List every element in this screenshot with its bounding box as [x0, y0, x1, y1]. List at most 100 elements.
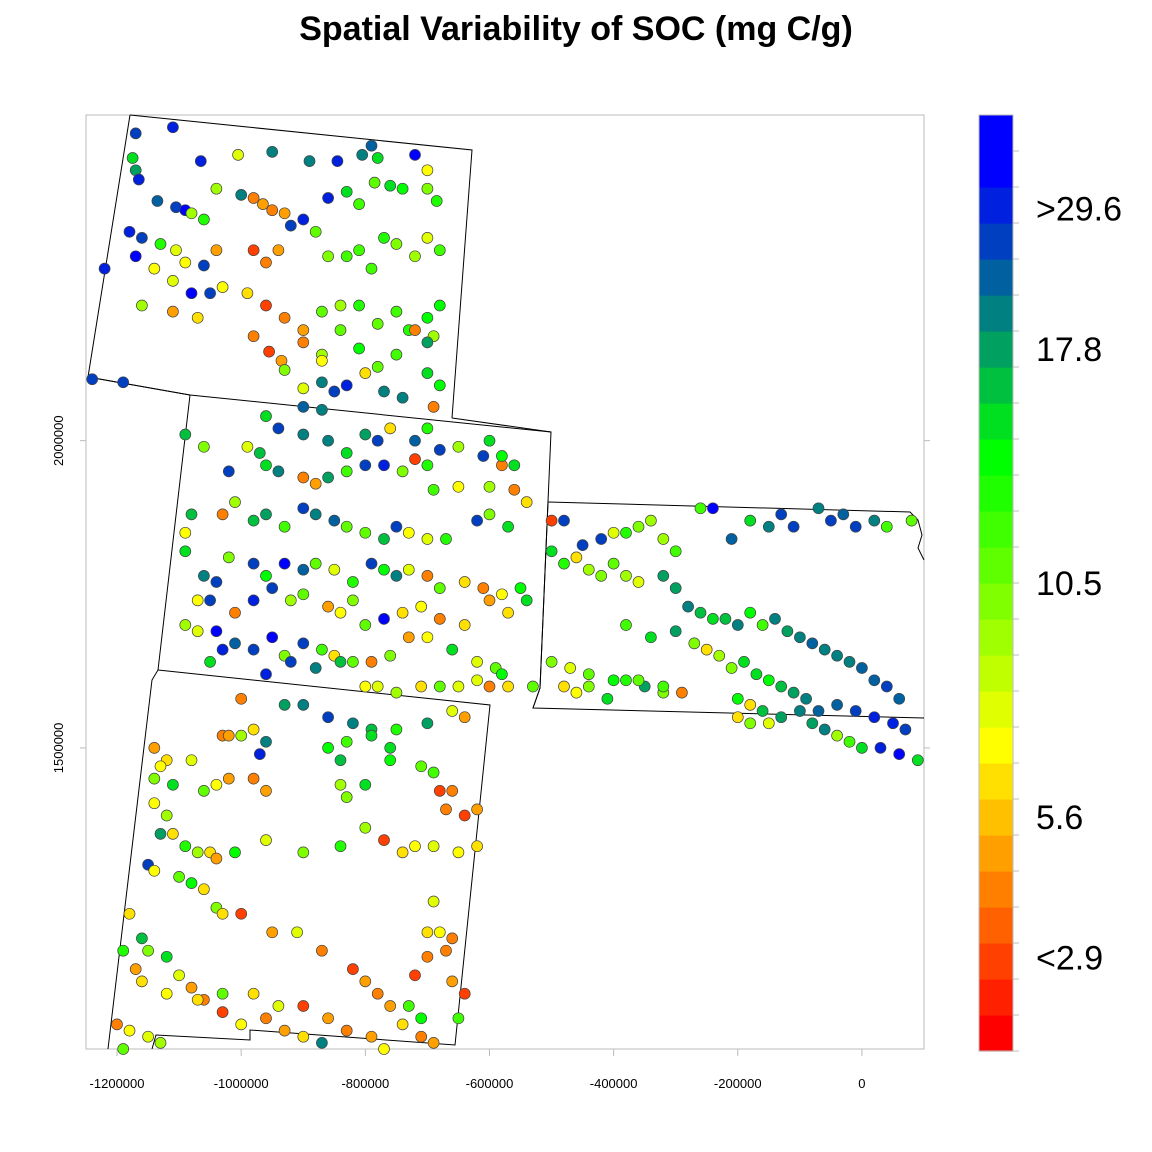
soc-sample-point	[340, 465, 353, 478]
soc-sample-point	[502, 680, 514, 693]
soc-sample-point	[297, 336, 310, 349]
soc-sample-point	[222, 465, 235, 478]
soc-sample-point	[241, 440, 254, 453]
soc-sample-point	[253, 748, 266, 760]
soc-sample-point	[508, 483, 521, 496]
soc-sample-point	[216, 907, 229, 920]
soc-sample-point	[347, 594, 359, 607]
soc-sample-point	[440, 944, 452, 957]
soc-sample-point	[316, 1037, 328, 1049]
soc-sample-point	[179, 840, 192, 853]
soc-sample-point	[421, 459, 434, 472]
soc-sample-point	[309, 557, 322, 570]
soc-sample-point	[167, 828, 179, 840]
soc-sample-point	[452, 1012, 465, 1025]
soc-sample-point	[260, 785, 272, 797]
soc-sample-point	[198, 213, 210, 226]
soc-sample-point	[278, 520, 291, 533]
soc-sample-point	[427, 840, 440, 853]
soc-sample-point	[263, 345, 275, 358]
soc-sample-point	[222, 772, 235, 785]
soc-sample-point	[446, 643, 459, 656]
soc-sample-point	[421, 717, 434, 730]
soc-sample-point	[868, 711, 881, 724]
soc-sample-point	[409, 149, 421, 161]
soc-sample-point	[247, 987, 260, 1000]
soc-sample-point	[359, 821, 372, 834]
colorbar-segment	[979, 547, 1013, 584]
soc-sample-point	[657, 680, 670, 693]
soc-sample-point	[179, 619, 192, 631]
soc-sample-point	[415, 680, 428, 693]
x-tick-label: -800000	[341, 1076, 389, 1091]
soc-sample-point	[402, 526, 415, 539]
soc-sample-point	[235, 729, 248, 742]
soc-sample-point	[371, 152, 384, 164]
soc-sample-point	[132, 173, 145, 186]
soc-sample-point	[198, 570, 210, 582]
soc-sample-point	[322, 471, 334, 484]
soc-sample-point	[148, 742, 161, 754]
soc-sample-point	[356, 149, 369, 161]
colorbar-segment	[979, 403, 1013, 440]
soc-sample-point	[502, 606, 514, 619]
colorbar-label: 17.8	[1036, 331, 1102, 369]
soc-sample-point	[632, 674, 645, 687]
soc-sample-point	[185, 207, 198, 220]
soc-sample-point	[316, 404, 328, 416]
soc-sample-point	[433, 680, 446, 693]
colorbar-segment	[979, 259, 1013, 296]
soc-sample-point	[154, 760, 167, 773]
soc-sample-point	[570, 686, 583, 699]
soc-sample-point	[831, 729, 843, 742]
soc-sample-point	[725, 662, 738, 674]
soc-sample-point	[359, 367, 372, 379]
soc-sample-point	[297, 588, 310, 601]
x-tick-label: -400000	[590, 1076, 638, 1091]
soc-sample-point	[527, 680, 539, 693]
soc-sample-point	[359, 778, 372, 791]
soc-sample-point	[316, 305, 328, 318]
soc-sample-point	[148, 772, 161, 785]
soc-sample-point	[700, 643, 713, 656]
soc-sample-point	[322, 600, 334, 613]
colorbar-segment	[979, 907, 1013, 944]
soc-sample-point	[868, 514, 881, 527]
soc-sample-point	[570, 551, 583, 564]
soc-sample-point	[216, 508, 229, 521]
colorbar-segment	[979, 619, 1013, 656]
soc-sample-point	[126, 152, 139, 164]
soc-sample-point	[378, 533, 390, 545]
soc-sample-point	[365, 1030, 378, 1043]
soc-sample-point	[620, 526, 632, 539]
soc-sample-point	[291, 926, 303, 939]
soc-sample-point	[433, 244, 446, 257]
soc-sample-point	[247, 330, 260, 343]
soc-sample-point	[365, 729, 378, 742]
soc-sample-point	[390, 238, 403, 250]
colorbar-segment	[979, 691, 1013, 728]
soc-sample-point	[794, 631, 806, 644]
soc-sample-point	[433, 785, 446, 797]
soc-sample-point	[396, 465, 409, 478]
soc-sample-point	[421, 336, 434, 349]
soc-sample-point	[483, 434, 496, 447]
soc-sample-point	[744, 699, 757, 711]
soc-sample-point	[347, 656, 359, 668]
soc-sample-point	[353, 244, 365, 257]
soc-sample-point	[347, 963, 359, 975]
soc-sample-point	[198, 883, 210, 896]
soc-sample-point	[229, 496, 241, 508]
soc-sample-point	[129, 127, 142, 140]
soc-sample-point	[471, 674, 483, 687]
soc-sample-point	[787, 520, 800, 533]
soc-sample-point	[260, 410, 272, 422]
soc-sample-point	[390, 305, 403, 318]
soc-sample-point	[582, 563, 595, 576]
soc-sample-point	[316, 354, 328, 367]
soc-sample-point	[368, 176, 381, 189]
soc-sample-point	[297, 637, 310, 650]
soc-sample-point	[148, 262, 161, 275]
soc-sample-point	[260, 1012, 272, 1025]
soc-sample-point	[781, 625, 794, 638]
